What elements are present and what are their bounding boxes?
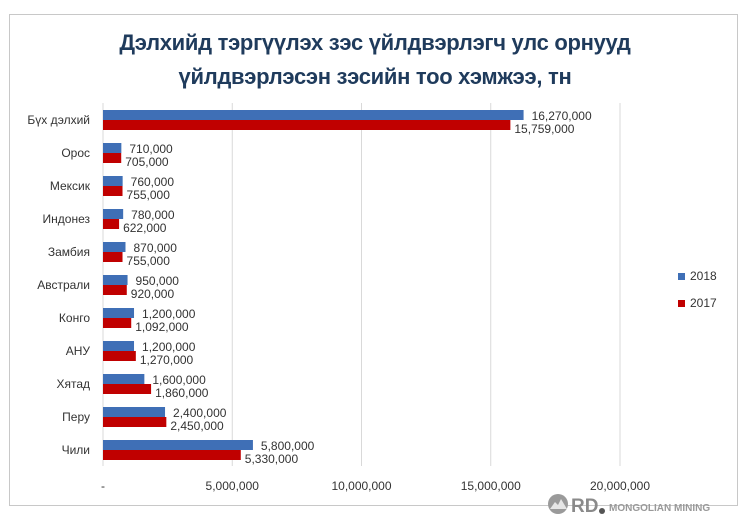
bar-2017 xyxy=(103,417,167,427)
data-label-2018: 1,200,000 xyxy=(142,340,196,354)
data-label-2018: 710,000 xyxy=(129,142,173,156)
data-label-2018: 1,200,000 xyxy=(142,307,196,321)
bar-2018 xyxy=(103,143,122,153)
category-label: Чили xyxy=(62,443,90,457)
svg-text:RD: RD xyxy=(571,496,598,516)
data-label-2017: 5,330,000 xyxy=(245,452,299,466)
data-label-2017: 1,270,000 xyxy=(140,353,194,367)
bar-2018 xyxy=(103,440,253,450)
data-label-2017: 1,860,000 xyxy=(155,386,209,400)
bar-2018 xyxy=(103,176,123,186)
category-label: Бүх дэлхий xyxy=(27,113,90,127)
legend-label-2017: 2017 xyxy=(690,296,717,310)
bar-2017 xyxy=(103,186,123,196)
category-label: Хятад xyxy=(56,377,90,391)
bar-2017 xyxy=(103,252,123,262)
category-label: Замбия xyxy=(48,245,90,259)
data-label-2018: 870,000 xyxy=(133,241,177,255)
category-label: Орос xyxy=(61,146,90,160)
legend-label-2018: 2018 xyxy=(690,269,717,283)
data-label-2018: 780,000 xyxy=(131,208,175,222)
bar-2017 xyxy=(103,153,122,163)
category-label: АНУ xyxy=(66,344,91,358)
bar-2018 xyxy=(103,308,135,318)
bar-2017 xyxy=(103,351,136,361)
bar-2018 xyxy=(103,407,166,417)
title-line-1: Дэлхийд тэргүүлэх зэс үйлдвэрлэгч улс ор… xyxy=(119,30,631,55)
data-label-2018: 950,000 xyxy=(136,274,180,288)
legend-swatch-2018 xyxy=(678,273,685,280)
chart-frame xyxy=(9,14,738,506)
x-tick-label: 10,000,000 xyxy=(331,479,391,493)
chart-title: Дэлхийд тэргүүлэх зэс үйлдвэрлэгч улс ор… xyxy=(0,26,750,94)
x-tick-label: 15,000,000 xyxy=(461,479,521,493)
bar-2018 xyxy=(103,242,126,252)
data-label-2017: 755,000 xyxy=(127,188,171,202)
bar-2017 xyxy=(103,285,127,295)
bar-2017 xyxy=(103,450,241,460)
bar-2017 xyxy=(103,384,152,394)
legend-swatch-2017 xyxy=(678,300,685,307)
x-tick-label: 5,000,000 xyxy=(206,479,260,493)
bar-2017 xyxy=(103,120,511,130)
watermark-logo: RD MONGOLIAN MINING xyxy=(548,493,748,516)
x-tick-label: - xyxy=(101,479,105,493)
bar-2018 xyxy=(103,374,145,384)
category-label: Индонез xyxy=(43,212,91,226)
bar-2018 xyxy=(103,110,524,120)
data-label-2017: 2,450,000 xyxy=(170,419,224,433)
data-label-2018: 16,270,000 xyxy=(532,109,592,123)
data-label-2018: 5,800,000 xyxy=(261,439,315,453)
category-label: Перу xyxy=(62,410,90,424)
x-tick-label: 20,000,000 xyxy=(590,479,650,493)
bar-2018 xyxy=(103,209,124,219)
data-label-2018: 2,400,000 xyxy=(173,406,227,420)
bar-2017 xyxy=(103,219,120,229)
bar-2018 xyxy=(103,341,135,351)
data-label-2017: 1,092,000 xyxy=(135,320,189,334)
category-label: Мексик xyxy=(50,179,91,193)
bar-2018 xyxy=(103,275,128,285)
data-label-2018: 1,600,000 xyxy=(152,373,206,387)
mountain-logo-icon: RD MONGOLIAN MINING xyxy=(548,494,710,516)
title-line-2: үйлдвэрлэсэн зэсийн тоо хэмжээ, тн xyxy=(178,64,572,89)
data-label-2017: 15,759,000 xyxy=(514,122,574,136)
data-label-2017: 622,000 xyxy=(123,221,167,235)
data-label-2017: 755,000 xyxy=(127,254,171,268)
category-label: Конго xyxy=(59,311,90,325)
data-label-2017: 705,000 xyxy=(125,155,169,169)
data-label-2018: 760,000 xyxy=(131,175,175,189)
category-label: Австрали xyxy=(37,278,90,292)
brand-text: MONGOLIAN MINING xyxy=(609,503,710,514)
data-label-2017: 920,000 xyxy=(131,287,175,301)
bar-2017 xyxy=(103,318,132,328)
